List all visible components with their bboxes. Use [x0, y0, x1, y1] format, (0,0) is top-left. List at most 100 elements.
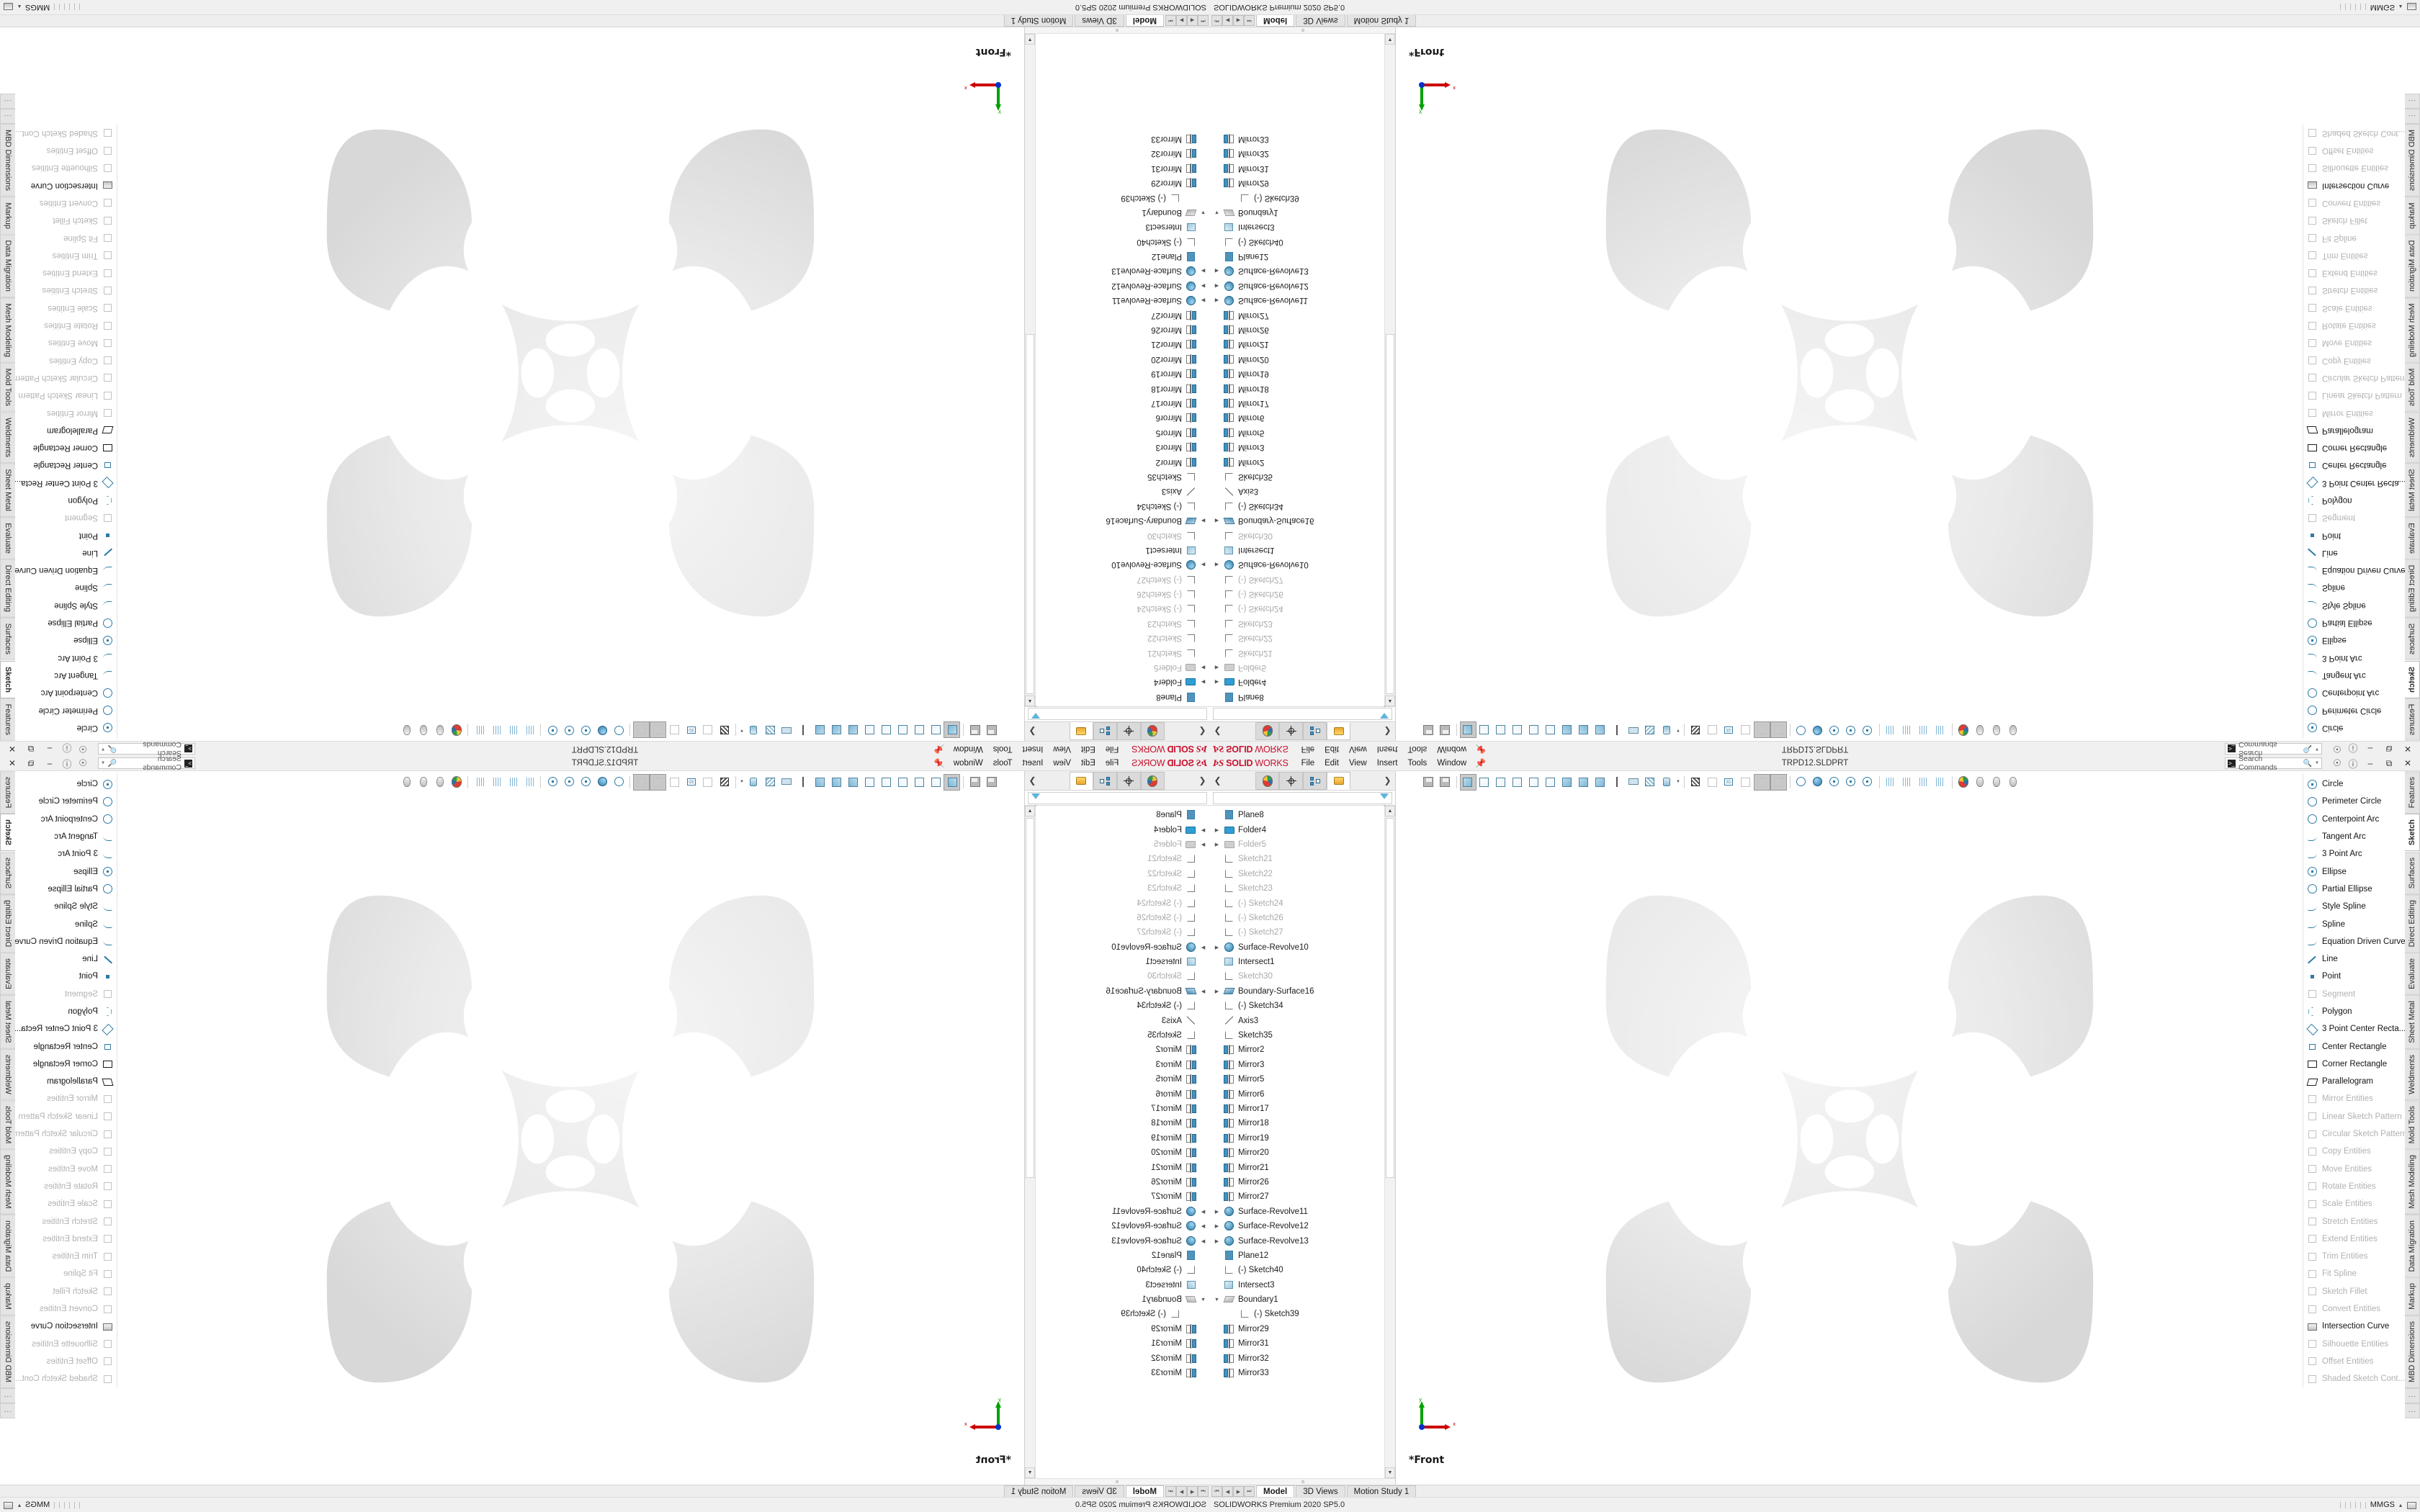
feature-tree-item[interactable]: ·Mirror21: [1213, 337, 1395, 351]
sketch-command-three-point-arc[interactable]: 3 Point Arc: [15, 649, 117, 667]
sketch-command-perimeter-circle[interactable]: Perimeter Circle: [2303, 701, 2405, 719]
chevron-right-icon[interactable]: ▶: [1214, 518, 1219, 523]
chevron-right-icon[interactable]: ▶: [1201, 518, 1206, 523]
command-tab--[interactable]: ⋮: [0, 1403, 15, 1418]
menu-item-view[interactable]: View: [1053, 759, 1072, 768]
feature-tree-item[interactable]: ·Axis3: [1025, 1013, 1207, 1027]
view-toolbar-button[interactable]: [1972, 774, 1989, 791]
feature-tree-item[interactable]: ·Intersect3: [1213, 1278, 1395, 1292]
command-tab-markup[interactable]: Markup: [0, 197, 15, 235]
feature-tree-item[interactable]: ·Mirror27: [1213, 1189, 1395, 1204]
view-toolbar-button[interactable]: [471, 774, 488, 791]
chevron-right-icon[interactable]: ▶: [1214, 268, 1219, 274]
view-toolbar-button[interactable]: [1460, 721, 1476, 739]
feature-tree-item[interactable]: ·Mirror18: [1213, 381, 1395, 395]
view-toolbar-button[interactable]: [448, 774, 465, 791]
view-toolbar-button[interactable]: [861, 722, 877, 739]
units-indicator[interactable]: MMGS: [2370, 1500, 2395, 1509]
sketch-command-center-rectangle[interactable]: Center Rectangle: [2303, 456, 2405, 474]
sketch-command-ellipse[interactable]: Ellipse: [2303, 631, 2405, 649]
feature-tree-item[interactable]: ·Mirror20: [1213, 1146, 1395, 1160]
feature-tree-item[interactable]: ·Mirror5: [1213, 1072, 1395, 1086]
sketch-command-equation-driven-curve[interactable]: Equation Driven Curve: [14, 562, 117, 579]
feature-tree-item[interactable]: ▶ Boundary-Surface16: [1213, 984, 1395, 999]
feature-tree-item[interactable]: ·Mirror33: [1025, 132, 1207, 146]
command-tab-weldments[interactable]: Weldments: [2405, 1048, 2420, 1100]
feature-tree-item[interactable]: ·Mirror6: [1025, 410, 1207, 425]
feature-tree-item[interactable]: ·Mirror26: [1213, 323, 1395, 337]
feature-tree-item[interactable]: ·(-) Sketch34: [1025, 499, 1207, 513]
help-icon[interactable]: ⓘ: [2348, 742, 2358, 754]
study-nav-buttons[interactable]: ⏮ ◀ ▶ ⏭: [1211, 1486, 1255, 1497]
scrollbar-thumb[interactable]: [1386, 818, 1394, 1178]
view-toolbar-button[interactable]: [1916, 774, 1932, 791]
tree-prev-arrow[interactable]: ❮: [1214, 726, 1222, 737]
chevron-right-icon[interactable]: ▶: [1214, 1224, 1219, 1230]
sketch-command-style-spline[interactable]: Style Spline: [15, 898, 117, 915]
sketch-command-centerpoint-arc[interactable]: Centerpoint Arc: [2303, 684, 2405, 701]
panel-splitter[interactable]: [1210, 27, 1395, 34]
feature-tree-item[interactable]: ▶ Surface-Revolve12: [1025, 1219, 1207, 1233]
view-toolbar-button[interactable]: [1916, 722, 1932, 739]
feature-tree-item[interactable]: ·Sketch22: [1025, 867, 1207, 881]
sketch-command-circle[interactable]: Circle: [2303, 775, 2405, 793]
feature-tree-item[interactable]: ·(-) Sketch39: [1213, 190, 1395, 204]
feature-tree-item[interactable]: ·(-) Sketch26: [1213, 911, 1395, 925]
menu-item-edit[interactable]: Edit: [1325, 744, 1339, 753]
close-button[interactable]: ✕: [8, 744, 17, 754]
menu-item-view[interactable]: View: [1348, 759, 1367, 768]
search-commands-input[interactable]: >_ Search Commands 🔍 ▼: [98, 740, 195, 756]
view-toolbar-button[interactable]: [431, 722, 448, 739]
scroll-up-icon[interactable]: ▲: [1385, 696, 1395, 706]
feature-tree-item[interactable]: ·Mirror3: [1213, 440, 1395, 454]
command-tab-sheet-metal[interactable]: Sheet Metal: [0, 995, 15, 1049]
view-toolbar-button[interactable]: [1559, 722, 1576, 739]
command-tab--[interactable]: ⋮: [2405, 1403, 2420, 1418]
sketch-command-circle[interactable]: Circle: [15, 719, 117, 737]
feature-tree-item[interactable]: ·Mirror20: [1213, 352, 1395, 366]
tab-feature-manager-design-tree[interactable]: [1070, 722, 1094, 741]
feature-tree-item[interactable]: ·Mirror18: [1213, 1116, 1395, 1130]
tab-3d-views[interactable]: 3D Views: [1296, 1485, 1345, 1497]
feature-tree-item[interactable]: ▶ Surface-Revolve11: [1025, 293, 1207, 307]
command-tab-direct-editing[interactable]: Direct Editing: [2405, 559, 2420, 618]
sketch-command-tangent-arc[interactable]: Tangent Arc: [15, 828, 117, 845]
tab-3d-views[interactable]: 3D Views: [1075, 1485, 1124, 1497]
view-toolbar-button[interactable]: [1955, 774, 1972, 791]
feature-tree-item[interactable]: ·Mirror32: [1025, 1351, 1207, 1365]
feature-tree-item[interactable]: ·Mirror33: [1025, 1366, 1207, 1380]
sketch-command-style-spline[interactable]: Style Spline: [2303, 597, 2405, 614]
tree-prev-arrow[interactable]: ❮: [1198, 726, 1206, 737]
chevron-down-icon[interactable]: ▼: [1201, 1297, 1206, 1302]
sketch-command-spline[interactable]: Spline: [2303, 915, 2405, 932]
account-icon[interactable]: ☉: [2333, 757, 2341, 768]
graphics-area[interactable]: ▼ 3D: [1396, 27, 2303, 741]
sketch-command-line[interactable]: Line: [15, 950, 117, 968]
view-toolbar-button[interactable]: [471, 722, 488, 739]
scroll-down-icon[interactable]: ▼: [1385, 34, 1395, 45]
command-tab-features[interactable]: Features: [0, 698, 15, 741]
sketch-command-intersection-curve[interactable]: Intersection Curve: [2303, 1318, 2405, 1335]
feature-tree-item[interactable]: ·Sketch30: [1025, 528, 1207, 542]
view-toolbar-button[interactable]: [761, 722, 778, 739]
view-toolbar-button[interactable]: [877, 774, 894, 791]
feature-tree-item[interactable]: ·Mirror17: [1025, 396, 1207, 410]
command-tab-mold-tools[interactable]: Mold Tools: [0, 1099, 15, 1150]
search-icon[interactable]: 🔍: [2303, 744, 2313, 753]
view-toolbar-button[interactable]: [1704, 722, 1721, 739]
next-icon[interactable]: ▶: [1176, 15, 1187, 26]
search-commands-input[interactable]: >_ Search Commands 🔍 ▼: [2225, 756, 2322, 772]
sketch-command-ellipse[interactable]: Ellipse: [2303, 863, 2405, 880]
feature-tree-scroll[interactable]: ·Plane8▶Folder4▶Folder5·Sketch21·Sketch2…: [1210, 806, 1395, 1478]
chevron-down-icon[interactable]: ▼: [1201, 210, 1206, 215]
feature-tree-item[interactable]: ·Mirror27: [1213, 307, 1395, 322]
menu-item-view[interactable]: View: [1348, 744, 1367, 753]
sketch-command-three-point-arc[interactable]: 3 Point Arc: [2303, 845, 2405, 863]
chevron-down-icon[interactable]: ▼: [1676, 728, 1680, 732]
view-toolbar-button[interactable]: [1737, 722, 1754, 739]
feature-tree-item[interactable]: ▶ Boundary-Surface16: [1213, 513, 1395, 528]
view-toolbar-button[interactable]: [745, 722, 761, 739]
feature-tree-item[interactable]: ·Sketch30: [1025, 969, 1207, 984]
tree-next-arrow[interactable]: ❯: [1028, 726, 1036, 737]
view-toolbar-button[interactable]: [1493, 774, 1510, 791]
